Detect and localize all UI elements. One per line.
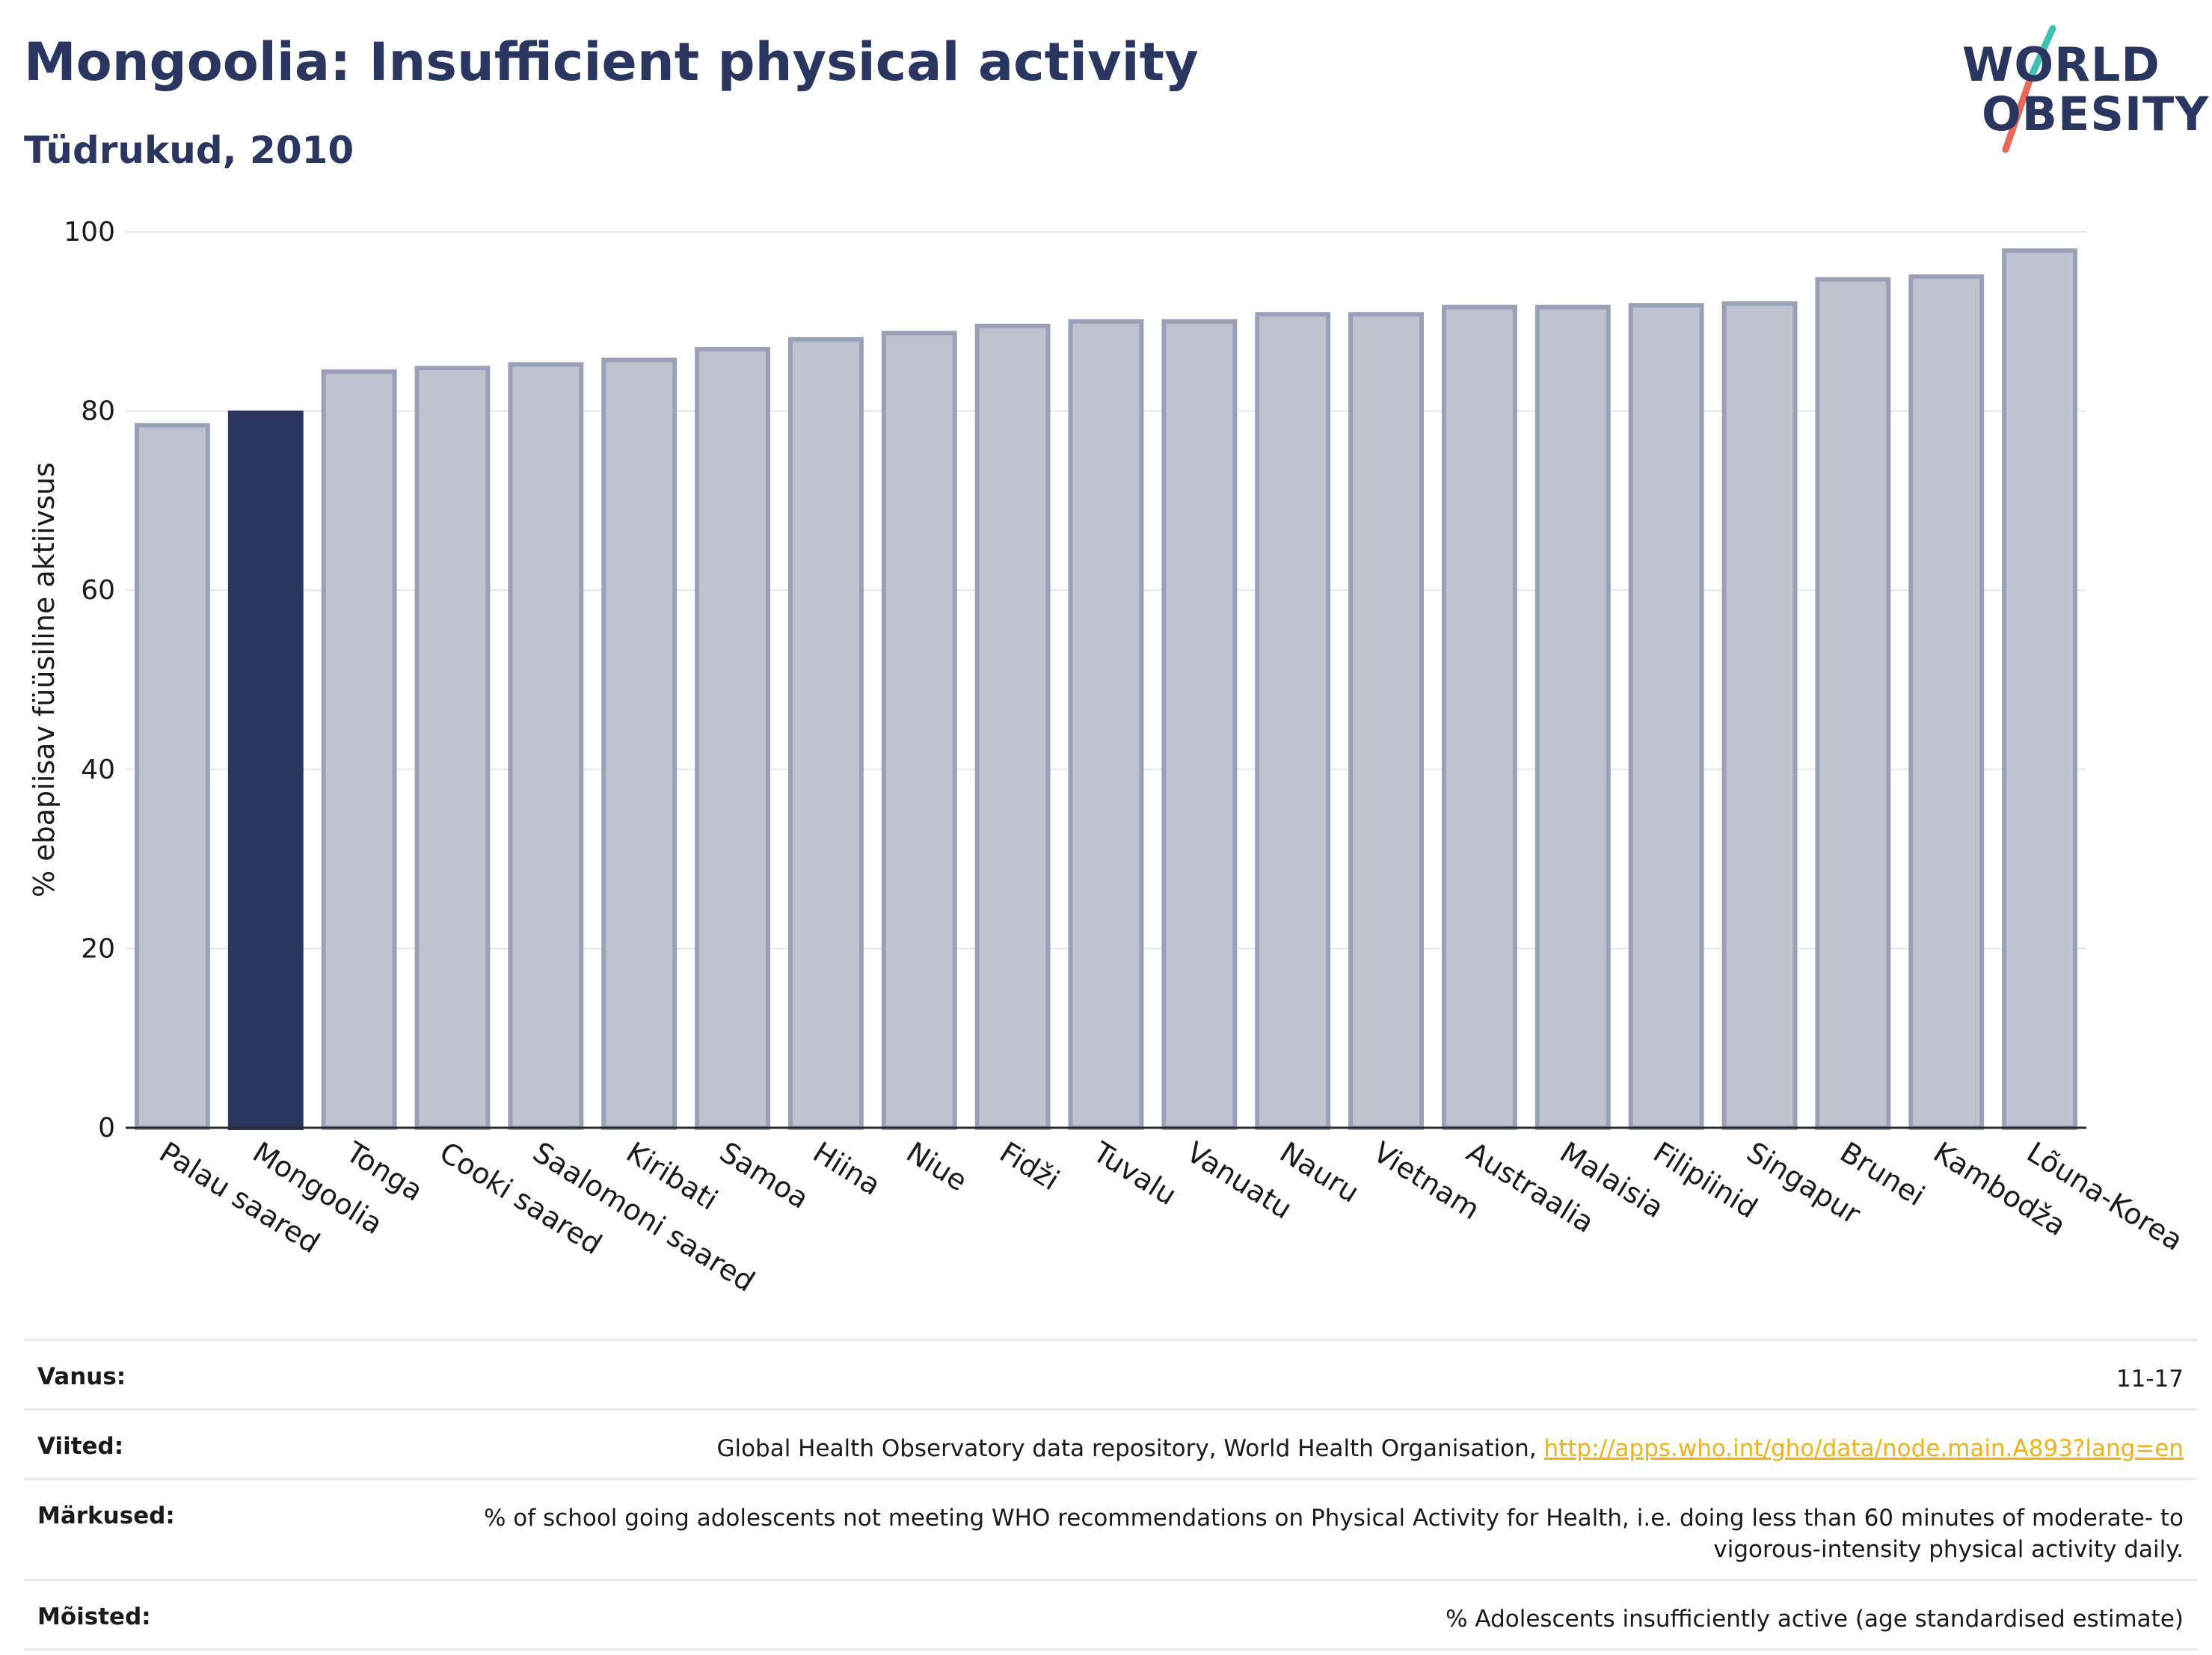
meta-refs-label: Viited:	[37, 1433, 124, 1460]
bar	[1255, 312, 1331, 1131]
x-tick-label: Samoa	[714, 1135, 814, 1215]
world-obesity-logo: WORLD OBESITY	[1959, 22, 2208, 157]
x-tick-label: Tuvalu	[1087, 1135, 1182, 1212]
bar	[881, 331, 957, 1130]
x-tick-label: Hiina	[808, 1135, 887, 1202]
x-tick-label: Vanuatu	[1181, 1135, 1297, 1225]
x-tick-label: Niue	[901, 1135, 974, 1197]
metadata-table: Vanus: 11-17 Viited: Global Health Obser…	[24, 1339, 2197, 1651]
bar	[1068, 319, 1144, 1130]
x-tick-label: Cooki saared	[434, 1135, 607, 1261]
meta-age-value: 11-17	[2116, 1366, 2184, 1393]
bar	[1161, 319, 1238, 1130]
logo-slash-icon	[2002, 25, 2056, 153]
meta-defs-value: % Adolescents insufficiently active (age…	[1446, 1606, 2184, 1633]
bar	[1441, 304, 1517, 1131]
bar	[2002, 248, 2078, 1131]
logo-line-1: WORLD	[1962, 37, 2160, 92]
x-tick-label: Lõuna-Korea	[2021, 1135, 2189, 1257]
x-tick-label: Palau saared	[154, 1135, 326, 1259]
bar	[1348, 312, 1425, 1131]
meta-defs-label: Mõisted:	[37, 1603, 151, 1630]
bar	[974, 323, 1051, 1130]
bar	[227, 410, 304, 1131]
bar	[1815, 277, 1891, 1130]
bar	[508, 362, 584, 1130]
bar	[1721, 301, 1798, 1131]
page-subtitle: Tüdrukud, 2010	[24, 129, 354, 172]
meta-notes-label: Märkused:	[37, 1502, 175, 1529]
bar	[134, 423, 210, 1130]
page-title: Mongoolia: Insufficient physical activit…	[24, 31, 1199, 93]
x-tick-label: Fidži	[994, 1135, 1065, 1197]
y-tick-label: 0	[98, 1113, 115, 1143]
meta-row-definitions: Mõisted: % Adolescents insufficiently ac…	[24, 1579, 2197, 1651]
bar	[787, 337, 864, 1130]
bar	[1534, 304, 1611, 1131]
y-tick-label: 80	[81, 396, 115, 427]
meta-refs-text: Global Health Observatory data repositor…	[716, 1435, 1544, 1462]
bar	[321, 369, 397, 1130]
x-tick-label: Vietnam	[1368, 1135, 1486, 1226]
meta-refs-value: Global Health Observatory data repositor…	[716, 1433, 2184, 1464]
meta-row-notes: Märkused: % of school going adolescents …	[24, 1478, 2197, 1579]
x-tick-label: Filipiinid	[1647, 1135, 1763, 1224]
meta-row-age: Vanus: 11-17	[24, 1339, 2197, 1408]
meta-row-references: Viited: Global Health Observatory data r…	[24, 1408, 2197, 1478]
bar	[601, 357, 678, 1131]
y-axis-label: % ebapiisav füüsiline aktiivsus	[28, 462, 61, 897]
bar	[1908, 274, 1985, 1130]
bar-chart: 0 20 40 60 80 100 % ebapiisav füüsiline aktiiv…	[28, 217, 2189, 1298]
bar	[414, 366, 491, 1130]
y-tick-label: 40	[81, 755, 115, 785]
meta-notes-value: % of school going adolescents not meetin…	[483, 1505, 2184, 1563]
y-tick-label: 100	[64, 217, 115, 248]
bar	[1628, 303, 1704, 1131]
y-tick-label: 20	[81, 933, 115, 964]
logo-line-2: OBESITY	[1982, 87, 2210, 141]
bar	[695, 346, 771, 1131]
y-tick-label: 60	[81, 575, 115, 606]
meta-refs-link[interactable]: http://apps.who.int/gho/data/node.main.A…	[1543, 1435, 2184, 1462]
meta-age-label: Vanus:	[37, 1363, 126, 1390]
